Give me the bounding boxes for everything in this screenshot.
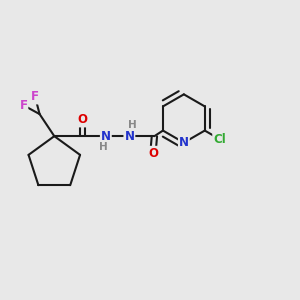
Text: N: N — [179, 136, 189, 149]
Text: O: O — [148, 147, 158, 160]
Text: O: O — [77, 113, 87, 127]
Text: H: H — [128, 120, 137, 130]
Text: F: F — [20, 99, 27, 112]
Text: H: H — [99, 142, 108, 152]
Text: F: F — [31, 91, 39, 103]
Text: Cl: Cl — [213, 133, 226, 146]
Text: N: N — [101, 130, 111, 143]
Text: N: N — [124, 130, 134, 143]
